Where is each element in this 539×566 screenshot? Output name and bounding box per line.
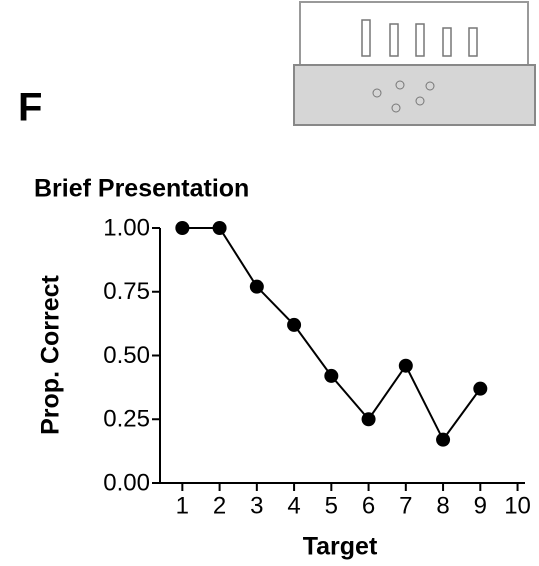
icon-slot (468, 27, 478, 57)
icon-slot (415, 23, 425, 57)
icon-slot (361, 19, 371, 57)
icon-slot (442, 27, 452, 57)
x-tick-label: 1 (176, 492, 189, 519)
apparatus-icon (293, 1, 536, 126)
data-point (212, 221, 227, 235)
y-tick-label: 0.75 (103, 278, 150, 305)
panel-label: F (18, 86, 42, 130)
data-point (324, 368, 339, 383)
y-tick-label: 0.00 (103, 469, 150, 496)
data-point (436, 432, 451, 447)
x-tick-label: 6 (362, 492, 375, 519)
data-point (287, 317, 302, 332)
y-axis-label: Prop. Correct (37, 274, 65, 434)
data-point (473, 381, 488, 396)
data-point (249, 279, 264, 294)
data-point (361, 412, 376, 427)
y-tick-label: 1.00 (103, 214, 150, 241)
data-line (182, 227, 482, 442)
chart-title: Brief Presentation (34, 175, 249, 203)
icon-box-top (299, 1, 529, 69)
data-point (175, 221, 190, 235)
icon-slot (389, 23, 399, 57)
x-tick-label: 8 (436, 492, 449, 519)
icon-dot (415, 96, 425, 106)
y-tick-label: 0.50 (103, 342, 150, 369)
x-tick-label: 9 (474, 492, 487, 519)
y-tick-label: 0.25 (103, 406, 150, 433)
x-tick-label: 3 (250, 492, 263, 519)
icon-dot (395, 80, 405, 90)
icon-dot (425, 81, 435, 91)
x-tick-label: 7 (399, 492, 412, 519)
x-tick-label: 5 (325, 492, 338, 519)
data-point (398, 358, 413, 373)
icon-dot (372, 88, 382, 98)
x-tick-label: 10 (504, 492, 531, 519)
x-tick-label: 2 (213, 492, 226, 519)
x-tick-label: 4 (287, 492, 300, 519)
icon-box-bottom (293, 64, 536, 126)
x-axis-label: Target (303, 533, 378, 561)
icon-dot (391, 103, 401, 113)
